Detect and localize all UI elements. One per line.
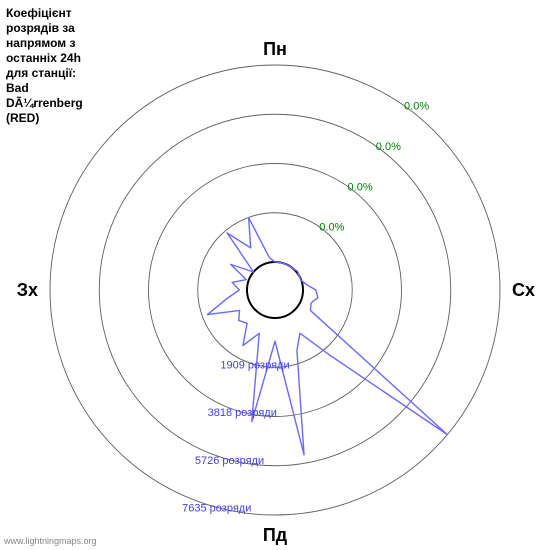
- ring-label-pct: 0.0%: [376, 141, 401, 153]
- chart-title: Коефіцієнтрозрядів занапрямом зостанніх …: [6, 6, 83, 126]
- ring-label-count: 5726 розряди: [195, 455, 264, 467]
- ring-label-pct: 0.0%: [348, 181, 373, 193]
- grid-ring: [198, 213, 353, 368]
- cardinal-e: Сх: [512, 280, 535, 300]
- cardinal-n: Пн: [263, 39, 287, 59]
- cardinal-w: Зх: [17, 280, 38, 300]
- inner-circle: [247, 262, 303, 318]
- ring-label-pct: 0.0%: [404, 101, 429, 113]
- grid-ring: [50, 65, 500, 515]
- ring-label-count: 1909 розряди: [220, 360, 289, 372]
- ring-label-count: 3818 розряди: [208, 407, 277, 419]
- ring-label-pct: 0.0%: [319, 222, 344, 234]
- ring-label-count: 7635 розряди: [182, 502, 251, 514]
- cardinal-s: Пд: [263, 525, 288, 545]
- attribution: www.lightningmaps.org: [4, 536, 97, 546]
